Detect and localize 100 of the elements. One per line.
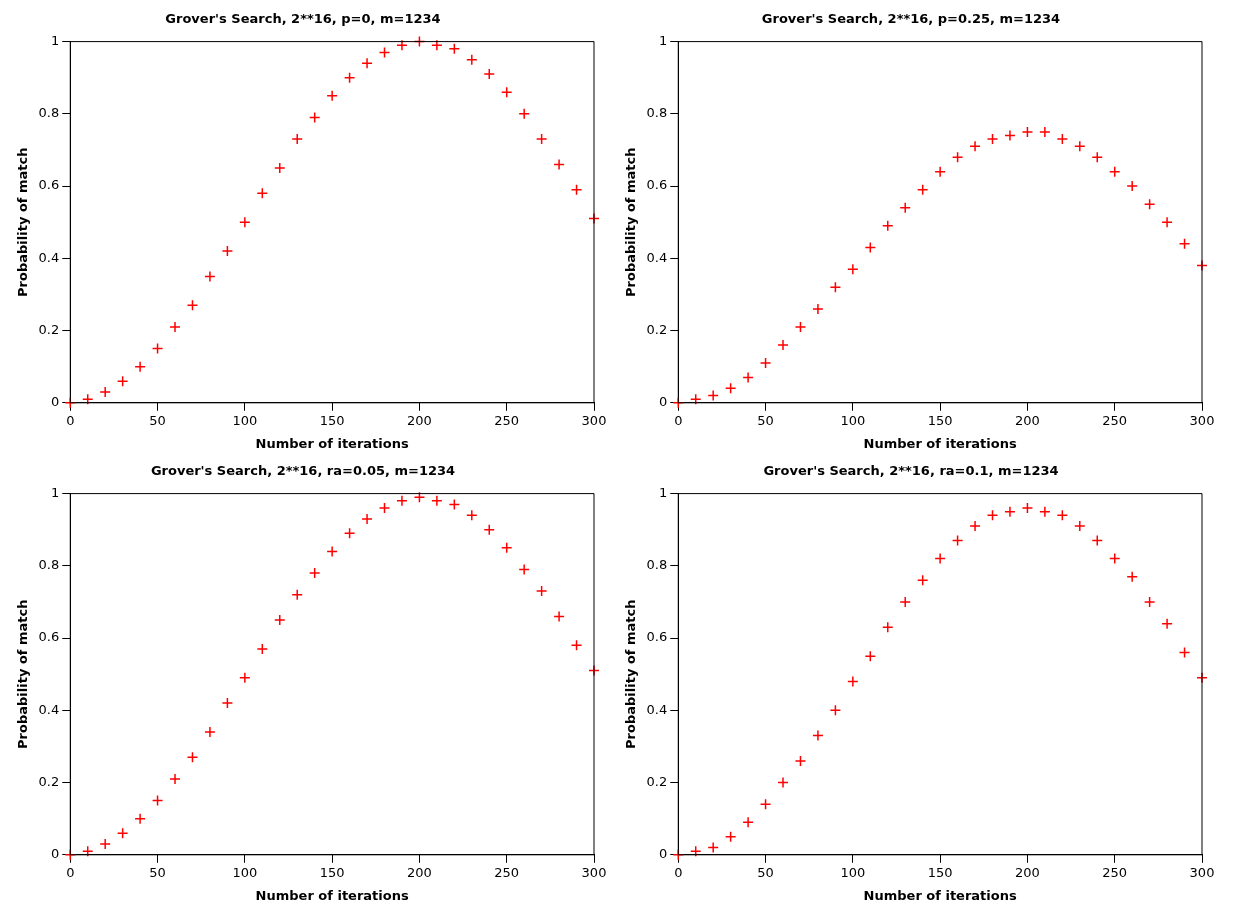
point xyxy=(256,643,269,655)
point xyxy=(291,588,303,601)
point xyxy=(1091,534,1104,547)
point xyxy=(448,498,461,511)
y-tick-label: 0 xyxy=(658,394,668,410)
point xyxy=(116,375,129,387)
point xyxy=(1004,505,1016,518)
point xyxy=(308,111,321,124)
point xyxy=(1161,617,1173,630)
y-axis-title: Probability of match xyxy=(623,599,639,749)
point xyxy=(518,563,530,576)
x-tick-label: 150 xyxy=(319,412,345,428)
y-tick-label: 0.4 xyxy=(646,249,668,265)
point xyxy=(1039,505,1051,518)
point xyxy=(466,53,478,66)
point xyxy=(829,281,842,293)
x-tick-label: 200 xyxy=(407,864,432,880)
point xyxy=(707,841,719,854)
x-tick-label: 50 xyxy=(149,412,166,428)
point xyxy=(448,43,461,55)
point xyxy=(431,495,443,507)
x-tick-label: 200 xyxy=(407,412,432,428)
x-tick-label: 200 xyxy=(1015,412,1040,428)
y-axis-title: Probability of match xyxy=(15,599,31,749)
chart-title: Grover's Search, 2**16, p=0.25, m=1234 xyxy=(761,11,1061,27)
point xyxy=(483,68,496,80)
point xyxy=(829,704,842,717)
point xyxy=(169,321,181,333)
point xyxy=(274,162,286,174)
point xyxy=(151,342,164,355)
x-axis-title: Number of iterations xyxy=(863,887,1017,903)
y-tick-label: 0.8 xyxy=(38,557,60,573)
y-tick-label: 0 xyxy=(50,846,60,862)
point xyxy=(553,610,565,623)
point xyxy=(99,838,111,850)
x-tick-label: 50 xyxy=(757,412,774,428)
point xyxy=(256,187,269,200)
y-tick-label: 1 xyxy=(658,484,668,500)
point xyxy=(1178,238,1191,250)
point xyxy=(916,183,929,196)
point xyxy=(812,729,824,742)
point xyxy=(951,534,964,547)
point xyxy=(882,621,894,633)
x-tick-label: 100 xyxy=(840,412,866,428)
point xyxy=(934,165,946,178)
x-tick-label: 250 xyxy=(494,864,520,880)
point xyxy=(777,776,789,789)
point xyxy=(466,509,478,522)
y-tick-label: 0.4 xyxy=(646,701,668,717)
y-tick-label: 0.4 xyxy=(38,249,60,265)
point xyxy=(483,523,496,536)
point xyxy=(1161,216,1173,228)
point xyxy=(794,755,807,767)
point xyxy=(864,650,877,662)
point xyxy=(274,614,286,626)
y-tick-label: 1 xyxy=(50,484,60,500)
point xyxy=(361,57,373,70)
x-tick-label: 200 xyxy=(1015,864,1040,880)
x-tick-label: 50 xyxy=(149,864,166,880)
chart-title: Grover's Search, 2**16, ra=0.1, m=1234 xyxy=(763,463,1059,479)
x-axis-title: Number of iterations xyxy=(255,435,409,451)
point xyxy=(812,303,824,315)
y-tick-label: 0.2 xyxy=(646,773,668,789)
point xyxy=(969,520,981,532)
point xyxy=(1091,151,1104,163)
point xyxy=(221,697,234,709)
point xyxy=(1178,646,1191,659)
y-tick-label: 0.6 xyxy=(646,177,668,193)
point xyxy=(1074,140,1086,153)
point xyxy=(847,675,859,688)
point xyxy=(134,812,146,825)
point xyxy=(553,158,565,171)
y-tick-label: 0.2 xyxy=(646,321,668,337)
y-tick-label: 0 xyxy=(50,394,60,410)
point xyxy=(742,371,754,384)
point xyxy=(535,585,548,597)
point xyxy=(343,71,356,84)
x-tick-label: 150 xyxy=(319,864,345,880)
x-tick-label: 0 xyxy=(674,864,683,880)
point xyxy=(1143,596,1156,608)
point xyxy=(81,845,94,857)
y-tick-label: 0.6 xyxy=(646,629,668,645)
point xyxy=(882,220,894,232)
point xyxy=(326,90,338,102)
point xyxy=(759,357,772,369)
chart-title: Grover's Search, 2**16, ra=0.05, m=1234 xyxy=(150,463,456,479)
y-tick-label: 0.6 xyxy=(38,629,60,645)
y-tick-label: 0.2 xyxy=(38,321,60,337)
point xyxy=(1039,126,1051,138)
point xyxy=(500,86,513,98)
point xyxy=(724,830,737,843)
y-tick-label: 0.6 xyxy=(38,177,60,193)
point xyxy=(134,360,146,373)
x-tick-label: 0 xyxy=(66,864,75,880)
point xyxy=(116,827,129,839)
point xyxy=(221,245,234,257)
point xyxy=(518,108,530,120)
point xyxy=(899,596,911,608)
x-tick-label: 250 xyxy=(1102,864,1128,880)
x-tick-label: 150 xyxy=(927,864,953,880)
